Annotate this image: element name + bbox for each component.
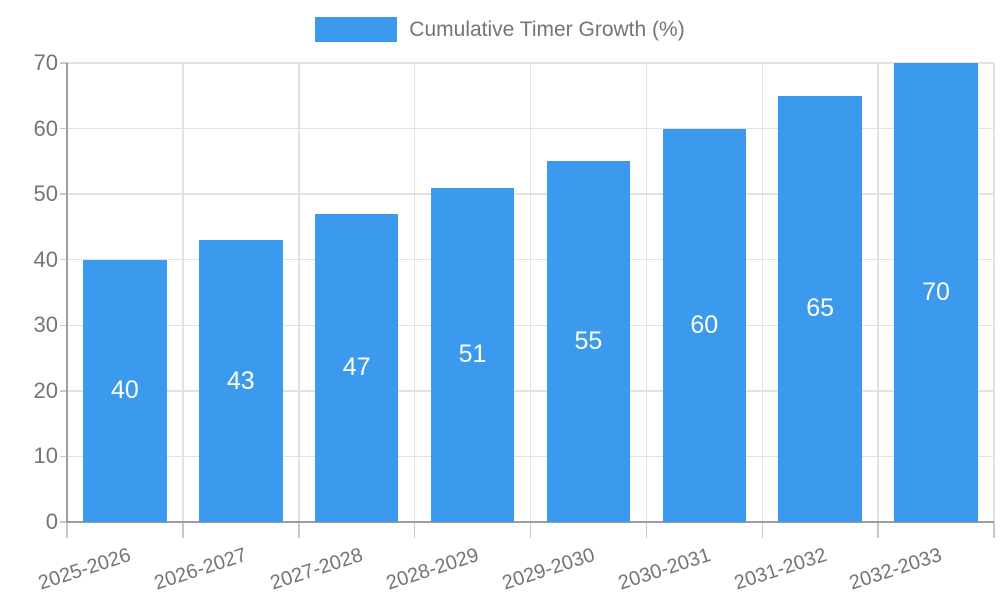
x-tick-label: 2029-2030 [499,544,598,595]
bar[interactable]: 47 [314,213,399,522]
x-tick-mark [413,522,416,538]
bar-value-label: 40 [111,376,139,405]
bar[interactable]: 55 [546,161,631,522]
v-gridline [993,63,995,522]
bar-value-label: 43 [226,366,255,395]
bar-value-label: 65 [806,294,835,323]
bar[interactable]: 65 [778,95,862,522]
bar[interactable]: 60 [662,128,747,522]
y-tick-label: 0 [45,509,58,534]
y-tick-label: 40 [33,246,58,272]
x-tick-mark [645,522,648,538]
v-gridline [413,63,416,522]
v-gridline [529,63,532,522]
x-tick-mark [182,522,184,538]
x-tick-label: 2026-2027 [151,544,250,595]
y-tick-mark [60,258,67,261]
x-tick-label: 2025-2026 [35,544,134,595]
x-tick-mark [993,522,995,538]
y-tick-mark [60,127,67,130]
y-tick-label: 70 [33,50,58,75]
v-gridline [182,63,184,522]
bar[interactable]: 40 [83,259,167,522]
v-gridline [298,63,300,522]
x-tick-mark [761,522,763,538]
x-tick-mark [877,522,879,538]
bar[interactable]: 70 [894,63,978,522]
legend-label: Cumulative Timer Growth (%) [409,18,685,41]
y-tick-mark [60,324,67,327]
x-tick-mark [529,522,532,538]
v-gridline [761,63,763,522]
bar-value-label: 51 [458,340,487,369]
x-tick-label: 2030-2031 [615,544,714,595]
v-gridline [645,63,648,522]
y-tick-mark [60,193,67,195]
bar-value-label: 55 [574,327,603,356]
y-tick-label: 50 [33,181,58,207]
y-axis-line [66,63,68,522]
bar-value-label: 60 [690,310,719,339]
y-tick-mark [60,62,67,64]
y-tick-mark [60,455,67,458]
x-tick-mark [66,522,68,538]
bar-value-label: 70 [922,278,950,306]
x-tick-label: 2028-2029 [383,544,482,595]
bar-value-label: 47 [342,353,371,382]
x-tick-label: 2032-2033 [847,544,945,595]
legend-item[interactable]: Cumulative Timer Growth (%) [315,17,685,42]
v-gridline [877,63,879,522]
y-tick-label: 10 [33,443,58,469]
x-axis-line [66,521,994,523]
y-tick-mark [60,521,67,523]
legend: Cumulative Timer Growth (%) [0,17,1000,42]
x-tick-mark [298,522,300,538]
y-tick-label: 20 [33,377,58,403]
bar[interactable]: 43 [199,240,283,522]
y-tick-label: 30 [33,312,58,338]
y-tick-mark [60,390,67,392]
legend-color-swatch-icon [315,17,398,42]
x-tick-label: 2031-2032 [731,544,829,595]
y-tick-label: 60 [33,115,58,141]
bar[interactable]: 51 [430,187,515,522]
x-tick-label: 2027-2028 [267,544,366,595]
